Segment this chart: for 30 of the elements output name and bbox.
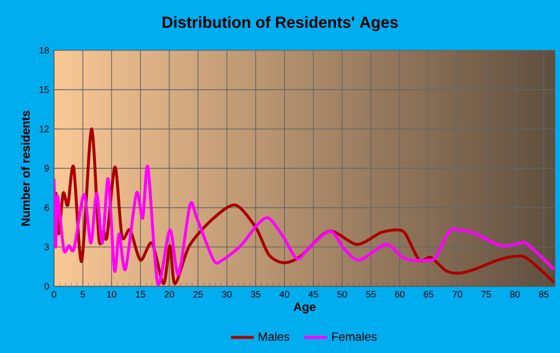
chart-title: Distribution of Residents' Ages	[162, 16, 398, 32]
x-tick-label: 40	[280, 291, 290, 298]
x-tick-label: 70	[452, 291, 462, 298]
y-tick-label: 0	[44, 283, 49, 290]
x-tick-label: 25	[193, 291, 203, 298]
y-tick-label: 18	[40, 47, 49, 54]
x-tick-label: 20	[164, 291, 174, 298]
x-tick-label: 35	[250, 291, 260, 298]
x-tick-label: 0	[52, 291, 56, 298]
y-tick-label: 6	[44, 204, 49, 211]
x-tick-label: 60	[395, 291, 405, 298]
x-tick-label: 85	[539, 291, 549, 298]
x-tick-label: 45	[308, 291, 318, 298]
x-tick-label: 65	[424, 291, 434, 298]
legend-label: Males	[258, 332, 290, 341]
y-tick-label: 15	[40, 86, 49, 93]
x-tick-label: 75	[481, 291, 491, 298]
x-tick-label: 55	[366, 291, 376, 298]
x-tick-label: 15	[136, 291, 146, 298]
x-axis-title: Age	[294, 302, 316, 314]
x-tick-label: 10	[107, 291, 116, 298]
legend-label: Females	[332, 332, 377, 341]
x-tick-label: 80	[510, 291, 520, 298]
y-axis-title: Number of residents	[21, 110, 30, 226]
y-tick-label: 12	[40, 126, 49, 132]
y-tick-label: 3	[44, 244, 49, 250]
x-tick-label: 5	[80, 291, 85, 298]
y-tick-label: 9	[44, 165, 49, 172]
x-tick-label: 30	[222, 291, 232, 298]
x-tick-label: 50	[337, 291, 347, 298]
